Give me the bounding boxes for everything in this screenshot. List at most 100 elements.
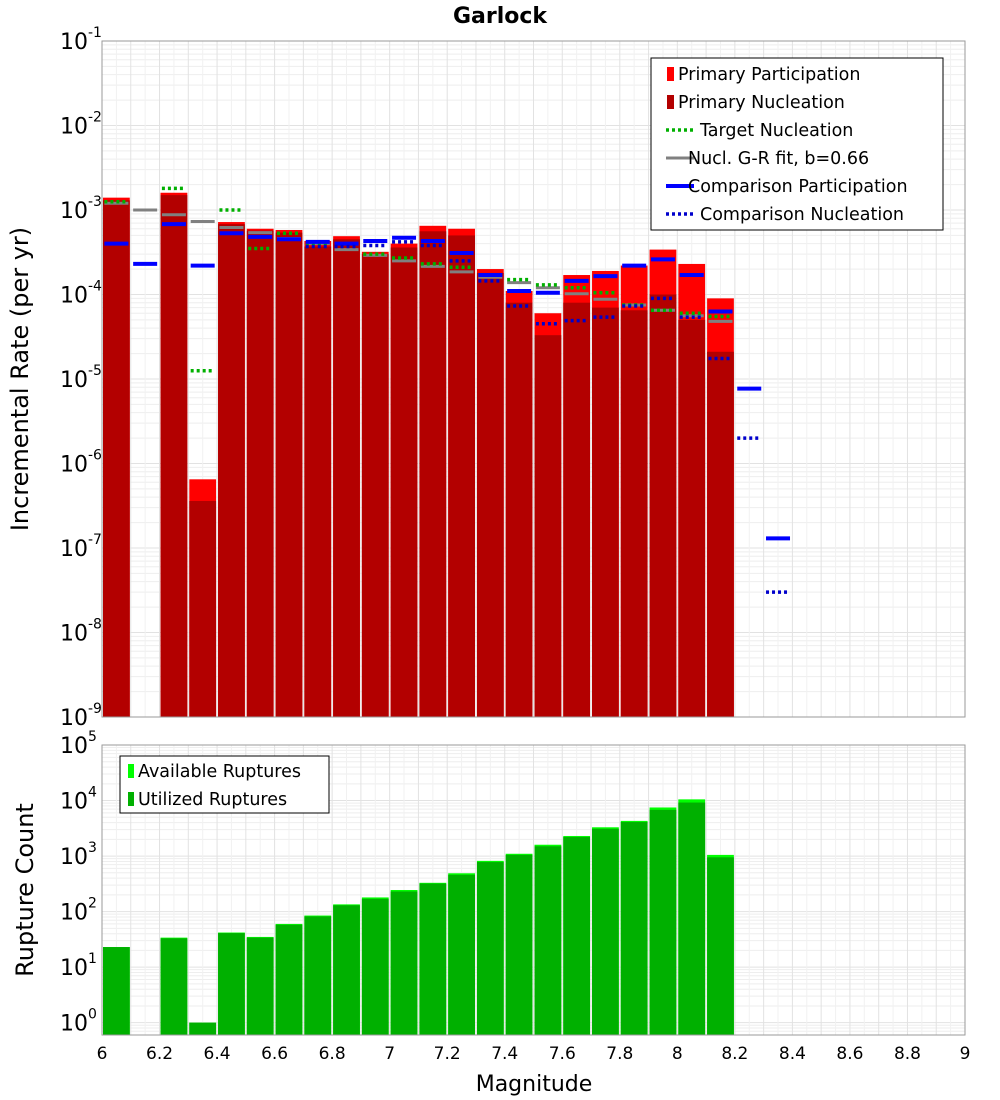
x-tick-label: 6.6: [261, 1044, 288, 1064]
top-legend: Primary Participation Primary Nucleation T…: [650, 57, 944, 231]
x-tick-label: 6: [97, 1044, 108, 1064]
x-tick-label: 8: [672, 1044, 683, 1064]
x-axis-label: Magnitude: [476, 1072, 593, 1097]
utilized-ruptures-bar: [649, 809, 677, 1035]
legend-label-comparison-participation: Comparison Participation: [688, 177, 908, 197]
top-legend-box: [650, 57, 944, 231]
x-tick-label: 8.2: [721, 1044, 748, 1064]
utilized-ruptures-bar: [620, 822, 648, 1035]
utilized-ruptures-bar: [563, 837, 591, 1035]
x-tick-label: 6.2: [146, 1044, 173, 1064]
utilized-ruptures-bar: [103, 947, 130, 1035]
x-tick-label: 7.2: [434, 1044, 461, 1064]
utilized-ruptures-bar: [678, 802, 706, 1035]
primary-nucleation-bar: [304, 246, 332, 718]
primary-nucleation-bar: [218, 224, 245, 717]
primary-nucleation-bar: [534, 335, 562, 717]
x-ticks: 6 6.2 6.4 6.6 6.8 7 7.2 7.4 7.6 7.8 8 8.2 8.4 8.6 8.8 9: [97, 1044, 971, 1064]
top-y-tick-label: 10-1: [60, 25, 102, 55]
bottom-y-tick-label: 100: [60, 1007, 97, 1037]
primary-nucleation-bar: [707, 351, 734, 717]
primary-nucleation-bar: [649, 294, 677, 717]
primary-nucleation-bar: [620, 310, 648, 717]
top-y-tick-label: 10-4: [60, 279, 102, 309]
utilized-ruptures-bar: [505, 854, 533, 1035]
chart-title: Garlock: [453, 4, 548, 29]
x-tick-label: 8.4: [779, 1044, 806, 1064]
legend-label-primary-participation: Primary Participation: [678, 65, 860, 85]
top-y-tick-label: 10-8: [60, 617, 102, 647]
utilized-ruptures-bar: [218, 933, 245, 1035]
top-y-ticks: 10-9 10-8 10-7 10-6 10-5 10-4 10-3 10-2 10-1: [60, 25, 102, 731]
primary-nucleation-bar: [333, 239, 360, 718]
utilized-ruptures-bar: [476, 862, 504, 1035]
utilized-ruptures-bar: [390, 891, 418, 1035]
primary-nucleation-bar: [103, 200, 130, 718]
x-tick-label: 9: [960, 1044, 971, 1064]
x-tick-label: 7: [384, 1044, 395, 1064]
utilized-ruptures-bar: [419, 883, 447, 1035]
primary-nucleation-bar: [189, 500, 217, 717]
x-tick-label: 8.6: [836, 1044, 863, 1064]
legend-swatch-utilized-ruptures: [128, 792, 134, 806]
legend-label-available-ruptures: Available Ruptures: [138, 762, 301, 782]
utilized-ruptures-bar: [246, 937, 274, 1035]
primary-nucleation-bar: [160, 195, 188, 717]
x-tick-label: 7.4: [491, 1044, 518, 1064]
bottom-y-tick-label: 103: [60, 840, 97, 870]
x-tick-label: 8.8: [894, 1044, 921, 1064]
primary-nucleation-bar: [592, 307, 619, 717]
utilized-ruptures-bar: [361, 898, 389, 1035]
top-y-tick-label: 10-7: [60, 532, 102, 562]
primary-nucleation-bar: [419, 231, 447, 717]
utilized-ruptures-bar: [534, 846, 562, 1035]
legend-label-target-nucleation: Target Nucleation: [699, 121, 853, 141]
bottom-y-tick-label: 101: [60, 951, 97, 981]
top-y-tick-label: 10-3: [60, 194, 102, 224]
legend-swatch-primary-participation: [667, 67, 674, 81]
primary-nucleation-bar: [505, 302, 533, 717]
bottom-legend-box: [119, 755, 330, 814]
legend-swatch-primary-nucleation: [667, 95, 674, 109]
bottom-plot-frame: [101, 744, 966, 1036]
utilized-ruptures-bar: [160, 938, 188, 1035]
utilized-ruptures-bar: [333, 905, 360, 1035]
bottom-legend: Available Ruptures Utilized Ruptures: [119, 755, 330, 814]
primary-nucleation-bar: [563, 302, 591, 717]
legend-label-primary-nucleation: Primary Nucleation: [678, 93, 845, 113]
utilized-ruptures-bar: [448, 874, 475, 1035]
primary-nucleation-bar: [390, 247, 418, 717]
bottom-y-tick-label: 104: [60, 785, 97, 815]
utilized-ruptures-bar: [275, 924, 303, 1035]
bottom-y-tick-label: 105: [60, 729, 97, 759]
utilized-ruptures-bar: [707, 857, 734, 1035]
x-tick-label: 7.8: [606, 1044, 633, 1064]
legend-label-comparison-nucleation: Comparison Nucleation: [700, 205, 904, 225]
top-y-tick-label: 10-5: [60, 363, 102, 393]
primary-nucleation-bar: [275, 232, 303, 717]
utilized-ruptures-bar: [592, 828, 619, 1035]
bottom-y-axis-label: Rupture Count: [11, 803, 39, 977]
top-plot-frame: [101, 40, 966, 718]
primary-nucleation-bar: [246, 230, 274, 717]
x-tick-label: 6.4: [204, 1044, 231, 1064]
primary-nucleation-bar: [678, 319, 706, 717]
top-y-tick-label: 10-9: [60, 701, 102, 731]
bottom-y-ticks: 100 101 102 103 104 105: [60, 729, 97, 1037]
legend-swatch-available-ruptures: [128, 764, 134, 778]
x-tick-label: 7.6: [549, 1044, 576, 1064]
legend-label-utilized-ruptures: Utilized Ruptures: [138, 790, 287, 810]
bottom-plot-marks: [103, 799, 734, 1035]
primary-nucleation-bar: [448, 235, 475, 718]
x-tick-label: 6.8: [319, 1044, 346, 1064]
utilized-ruptures-bar: [189, 1022, 217, 1035]
primary-nucleation-bar: [361, 254, 389, 717]
primary-nucleation-bar: [476, 272, 504, 717]
top-plot-marks: [103, 186, 791, 718]
top-y-axis-label: Incremental Rate (per yr): [6, 227, 34, 531]
utilized-ruptures-bar: [304, 916, 332, 1035]
top-y-tick-label: 10-2: [60, 110, 102, 140]
legend-label-nucl-g-r-fit-b-0-66: Nucl. G-R fit, b=0.66: [688, 149, 869, 169]
bottom-y-tick-label: 102: [60, 896, 97, 926]
